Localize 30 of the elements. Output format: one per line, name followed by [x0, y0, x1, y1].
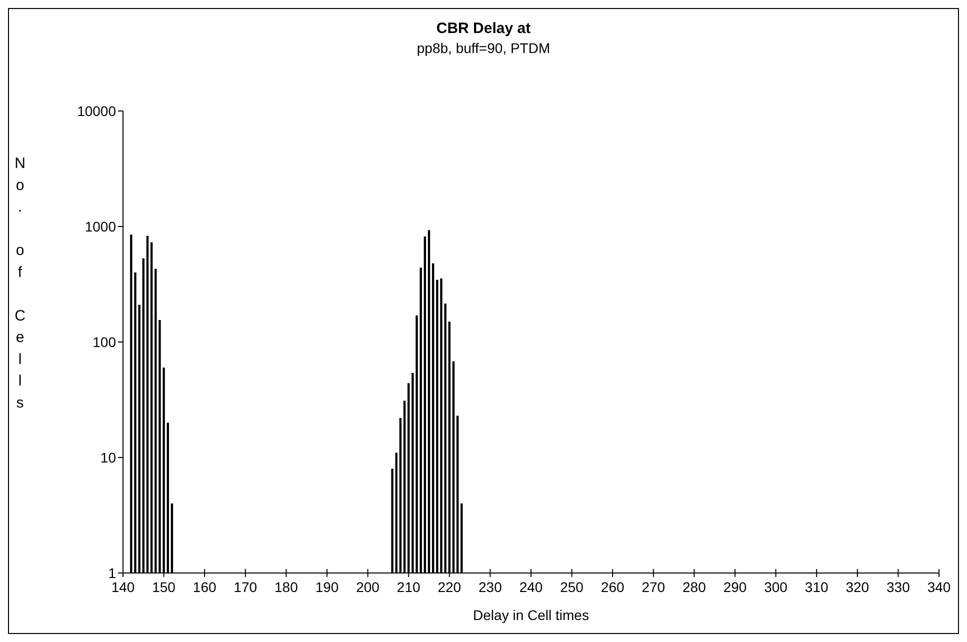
x-tick-label: 220	[438, 579, 462, 595]
chart-subtitle: pp8b, buff=90, PTDM	[416, 40, 550, 56]
x-tick-label: 150	[152, 579, 176, 595]
x-tick-label: 270	[642, 579, 666, 595]
x-tick-label: 190	[315, 579, 339, 595]
x-tick-label: 210	[396, 579, 420, 595]
x-tick-label: 250	[560, 579, 584, 595]
y-tick-label: 1	[108, 564, 116, 581]
x-tick-label: 330	[886, 579, 910, 595]
x-tick-label: 170	[234, 579, 258, 595]
text: No. of Cells	[14, 155, 26, 412]
x-tick-label: 230	[478, 579, 502, 595]
x-tick-label: 290	[723, 579, 747, 595]
y-tick-label: 10000	[77, 102, 116, 119]
x-tick-label: 340	[927, 579, 951, 595]
y-tick-label: 1000	[84, 218, 116, 234]
x-tick-label: 280	[682, 579, 706, 595]
x-axis-title: Delay in Cell times	[473, 607, 589, 623]
y-tick-label: 100	[92, 334, 116, 350]
x-tick-label: 310	[804, 579, 828, 595]
x-tick-label: 320	[846, 579, 870, 595]
x-tick-label: 300	[764, 579, 788, 595]
x-tick-label: 240	[519, 579, 543, 595]
x-tick-label: 140	[111, 579, 135, 595]
y-tick-label: 10	[100, 449, 116, 466]
chart-title: CBR Delay at	[436, 20, 531, 37]
x-tick-label: 260	[600, 579, 624, 595]
x-tick-label: 160	[192, 579, 216, 595]
x-tick-label: 200	[356, 579, 380, 595]
x-tick-label: 180	[274, 579, 298, 595]
